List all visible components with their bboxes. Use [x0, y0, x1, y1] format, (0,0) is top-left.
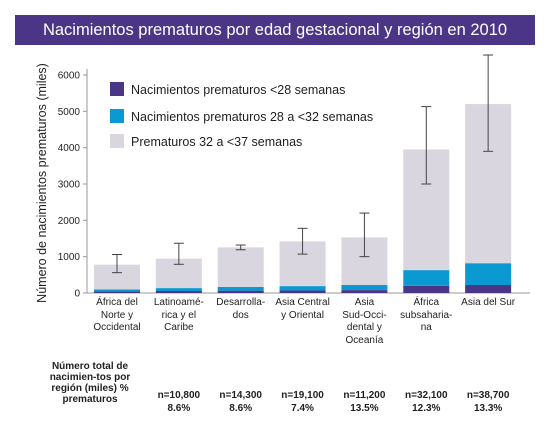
footer-value: n=32,100 12.3% — [393, 390, 459, 415]
y-tick-label: 5000 — [58, 107, 81, 118]
footer-percent: 8.6% — [167, 402, 191, 414]
x-tick-label-line: Sud-Occi- — [342, 309, 387, 321]
x-tick-label-line: Occidental — [93, 322, 141, 333]
x-tick-label-line: dos — [232, 309, 249, 321]
y-tick-label: 3000 — [58, 180, 81, 191]
footer-births: n=14,300 — [219, 390, 262, 401]
bar-segment-28-32 — [279, 286, 326, 291]
x-tick-label-line: dental y — [346, 322, 382, 333]
bar-segment-lt28 — [94, 291, 140, 293]
legend-label: Prematuros 32 a <37 semanas — [131, 135, 302, 149]
bar-segment-28-32 — [94, 289, 140, 292]
footer-percent: 7.4% — [291, 402, 314, 414]
x-tick-label: Asia del Sur — [455, 297, 521, 310]
x-tick-label-line: África del — [96, 297, 138, 308]
footer-percent: 8.6% — [229, 402, 253, 414]
x-tick-label-line: Latinoamé- — [153, 297, 204, 308]
x-tick-label-line: Asia del Sur — [461, 297, 516, 308]
bar-segment-32-37 — [217, 247, 264, 288]
x-tick-label-line: rica y el — [161, 309, 197, 321]
footer-value: n=11,200 13.5% — [331, 390, 397, 415]
x-tick-label: Asia Central y Oriental — [270, 297, 336, 322]
legend-label: Nacimientos prematuros 28 a <32 semanas — [131, 110, 373, 124]
footer-births: n=19,100 — [281, 390, 324, 401]
legend-swatch — [110, 109, 124, 123]
bar-segment-lt28 — [341, 290, 388, 293]
x-tick-label-line: Caribe — [164, 322, 194, 333]
x-tick-label-line: Desarrolla- — [216, 297, 266, 308]
x-tick-label-line: Asia — [354, 297, 375, 308]
bar-segment-28-32 — [155, 288, 202, 292]
y-tick-label: 4000 — [58, 143, 81, 154]
error-bars — [112, 54, 494, 274]
bar-segment-28-32 — [403, 270, 450, 286]
bar-segment-lt28 — [403, 285, 450, 293]
footer-births: n=10,800 — [157, 390, 201, 401]
chart-title: Nacimientos prematuros por edad gestacio… — [15, 15, 535, 45]
footer-births: n=38,700 — [466, 390, 510, 401]
x-tick-label: África del Norte y Occidental — [84, 297, 150, 335]
footer-percent: 13.3% — [473, 402, 503, 414]
x-tick-label: Latinoamé-rica y el Caribe — [146, 297, 212, 335]
footer-value: n=19,100 7.4% — [270, 390, 336, 415]
footer-percent: 13.5% — [350, 402, 379, 414]
legend-label: Nacimientos prematuros <28 semanas — [131, 83, 345, 97]
bar-segment-28-32 — [465, 263, 512, 286]
x-tick-label: Desarrolla-dos — [208, 297, 274, 322]
x-tick-label-line: Norte y — [100, 309, 134, 321]
y-tick-label: 0 — [74, 289, 80, 300]
x-tick-label: África subsaharia-na — [393, 297, 459, 335]
bars — [94, 104, 512, 293]
footer-percent: 12.3% — [412, 402, 441, 414]
bar-segment-28-32 — [217, 287, 264, 291]
y-tick-label: 2000 — [58, 216, 81, 227]
legend-swatch — [110, 82, 124, 96]
footer-births: n=11,200 — [343, 390, 386, 401]
legend: Nacimientos prematuros <28 semanas Nacimi… — [110, 82, 373, 149]
legend-swatch — [110, 134, 124, 148]
footer-value: n=10,800 8.6% — [146, 390, 212, 415]
footer-label: Número total de nacimien-tos por región … — [49, 361, 131, 405]
x-tick-label-line: Oceanía — [345, 334, 384, 346]
x-tick-label-line: subsaharia- — [400, 309, 453, 321]
bar-segment-lt28 — [465, 285, 512, 293]
x-tick-label-line: África — [413, 297, 440, 308]
x-tick-label-line: Asia Central — [275, 297, 330, 308]
bar-segment-28-32 — [341, 285, 388, 291]
footer-births: n=32,100 — [405, 390, 448, 401]
bar-segment-lt28 — [155, 291, 202, 293]
footer-value: n=38,700 13.3% — [455, 390, 521, 415]
x-tick-label-line: na — [420, 322, 432, 333]
x-tick-label-line: y Oriental — [281, 309, 324, 321]
y-tick-label: 6000 — [58, 71, 81, 82]
x-tick-label: Asia Sud-Occi-dental y Oceanía — [331, 297, 397, 347]
footer-value: n=14,300 8.6% — [208, 390, 274, 415]
y-tick-label: 1000 — [58, 252, 81, 263]
bar-segment-lt28 — [217, 290, 264, 293]
y-axis-label: Número de nacimientos prematuros (miles) — [35, 63, 49, 303]
bar-segment-lt28 — [279, 290, 326, 293]
